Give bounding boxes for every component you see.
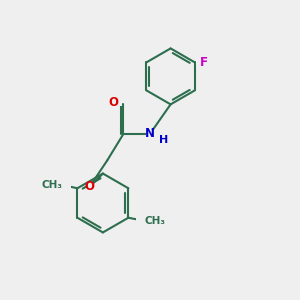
Text: O: O: [108, 96, 118, 110]
Text: CH₃: CH₃: [42, 180, 63, 190]
Bar: [55, 182, 71, 189]
Bar: [115, 100, 122, 106]
Text: O: O: [85, 180, 94, 193]
Text: N: N: [145, 127, 155, 140]
Bar: [156, 137, 162, 143]
Bar: [85, 183, 94, 190]
Bar: [196, 59, 204, 66]
Text: CH₃: CH₃: [145, 216, 166, 226]
Bar: [146, 130, 154, 137]
Text: H: H: [159, 135, 168, 145]
Bar: [136, 217, 153, 224]
Text: F: F: [200, 56, 208, 69]
